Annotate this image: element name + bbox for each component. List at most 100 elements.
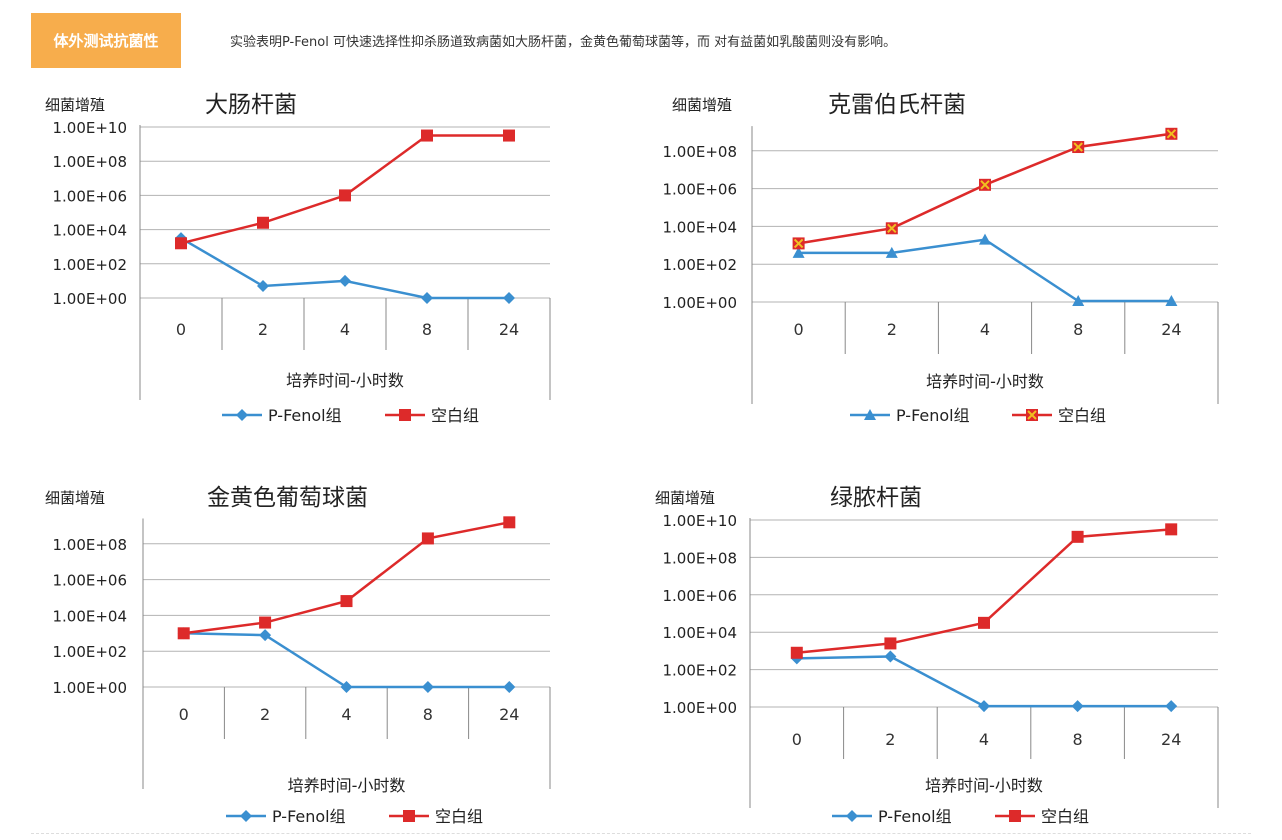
y-tick-label: 1.00E+10	[662, 512, 737, 530]
x-tick-label: 4	[980, 320, 990, 339]
legend-label: 空白组	[435, 807, 483, 826]
y-axis-label: 细菌增殖	[655, 489, 715, 507]
chart-svg: 1.00E+00 1.00E+02 1.00E+04 1.00E+06 1.00E+08…	[662, 92, 1219, 425]
x-axis-label: 培养时间-小时数	[926, 372, 1044, 391]
x-tick-label: 2	[258, 320, 268, 339]
legend-marker	[846, 810, 858, 822]
data-point	[175, 237, 187, 250]
x-tick-label: 0	[176, 320, 186, 339]
chart-panel-staph: 1.00E+00 1.00E+02 1.00E+04 1.00E+06 1.00E+08…	[0, 470, 640, 835]
x-tick-label: 8	[422, 320, 432, 339]
x-tick-label: 8	[1073, 320, 1083, 339]
chart-root: 1.00E+00 1.00E+02 1.00E+04 1.00E+06 1.00E+08…	[45, 92, 551, 425]
y-tick-label: 1.00E+02	[52, 643, 127, 661]
chart-svg: 1.00E+00 1.00E+02 1.00E+04 1.00E+06 1.00E+08…	[655, 485, 1219, 826]
section-badge: 体外测试抗菌性	[31, 13, 181, 68]
x-tick-label: 24	[499, 320, 519, 339]
data-point	[421, 129, 433, 142]
legend-marker	[1009, 810, 1021, 822]
x-tick-label: 2	[887, 320, 897, 339]
y-tick-label: 1.00E+06	[662, 181, 737, 199]
bottom-divider	[31, 833, 1251, 834]
x-tick-label: 0	[794, 320, 804, 339]
data-point	[340, 595, 353, 608]
y-axis-label: 细菌增殖	[45, 489, 105, 507]
y-tick-label: 1.00E+04	[662, 624, 737, 642]
chart-title: 绿脓杆菌	[830, 485, 922, 511]
y-tick-label: 1.00E+08	[52, 536, 127, 554]
y-tick-label: 1.00E+00	[52, 679, 127, 697]
y-tick-label: 1.00E+00	[662, 699, 737, 717]
x-tick-label: 24	[1161, 730, 1181, 749]
data-point	[503, 681, 516, 693]
chart-panel-klebsiella: 1.00E+00 1.00E+02 1.00E+04 1.00E+06 1.00E+08…	[640, 80, 1282, 440]
x-tick-label: 8	[1073, 730, 1083, 749]
legend-label: P-Fenol组	[878, 807, 952, 826]
chart-svg: 1.00E+00 1.00E+02 1.00E+04 1.00E+06 1.00E+08…	[45, 92, 551, 425]
y-tick-label: 1.00E+04	[662, 218, 737, 236]
legend-marker	[1026, 409, 1038, 421]
data-point	[884, 650, 897, 663]
y-tick-label: 1.00E+02	[662, 662, 737, 680]
x-tick-label: 2	[260, 705, 270, 724]
x-tick-label: 24	[1161, 320, 1181, 339]
chart-root: 1.00E+00 1.00E+02 1.00E+04 1.00E+06 1.00E+08…	[662, 92, 1219, 425]
series-line	[798, 238, 1172, 303]
series-line	[796, 655, 1172, 708]
data-point	[792, 237, 805, 250]
y-tick-label: 1.00E+08	[662, 549, 737, 567]
data-point	[884, 637, 897, 650]
x-tick-label: 4	[340, 320, 350, 339]
x-axis-label: 培养时间-小时数	[288, 776, 406, 795]
data-point	[885, 246, 898, 258]
x-axis-label: 培养时间-小时数	[286, 371, 404, 390]
y-axis-label: 细菌增殖	[45, 96, 105, 114]
data-point	[340, 681, 353, 693]
y-tick-label: 1.00E+02	[52, 256, 127, 274]
chart-panel-ecoli: 1.00E+00 1.00E+02 1.00E+04 1.00E+06 1.00E+08…	[0, 80, 640, 440]
data-point	[421, 292, 433, 304]
series-line	[180, 237, 509, 300]
data-point	[1165, 700, 1178, 713]
data-point	[503, 516, 516, 529]
series-line	[796, 528, 1172, 655]
data-point	[792, 246, 805, 258]
x-axis-label: 培养时间-小时数	[925, 776, 1043, 795]
x-tick-label: 0	[179, 705, 189, 724]
data-point	[978, 700, 990, 713]
data-point	[421, 681, 434, 693]
y-tick-label: 1.00E+08	[662, 143, 737, 161]
data-point	[421, 532, 434, 545]
y-tick-label: 1.00E+06	[52, 572, 127, 590]
legend-marker	[240, 810, 252, 822]
data-point	[1165, 523, 1178, 536]
y-tick-label: 1.00E+00	[662, 294, 737, 312]
data-point	[259, 629, 272, 642]
data-point	[1071, 530, 1084, 543]
data-point	[885, 222, 898, 235]
legend-label: 空白组	[1041, 807, 1089, 826]
x-tick-label: 24	[499, 705, 519, 724]
y-tick-label: 1.00E+06	[662, 587, 737, 605]
data-point	[503, 292, 515, 304]
data-point	[790, 646, 803, 659]
legend-label: P-Fenol组	[272, 807, 346, 826]
data-point	[257, 280, 269, 293]
legend-marker	[403, 810, 415, 822]
chart-title: 大肠杆菌	[205, 92, 297, 118]
y-tick-label: 1.00E+04	[52, 607, 127, 625]
y-axis-label: 细菌增殖	[672, 96, 732, 114]
chart-svg: 1.00E+00 1.00E+02 1.00E+04 1.00E+06 1.00E+08…	[45, 485, 551, 826]
data-point	[1165, 295, 1178, 307]
chart-panel-pseudomonas: 1.00E+00 1.00E+02 1.00E+04 1.00E+06 1.00E+08…	[640, 470, 1282, 835]
legend-marker	[236, 409, 248, 421]
x-tick-label: 0	[792, 730, 802, 749]
legend-label: P-Fenol组	[268, 406, 342, 425]
data-point	[177, 627, 190, 640]
data-point	[1071, 700, 1084, 713]
legend-marker	[399, 409, 411, 421]
legend-label: 空白组	[1058, 406, 1106, 425]
y-tick-label: 1.00E+04	[52, 222, 127, 240]
x-tick-label: 4	[341, 705, 351, 724]
x-tick-label: 4	[979, 730, 989, 749]
